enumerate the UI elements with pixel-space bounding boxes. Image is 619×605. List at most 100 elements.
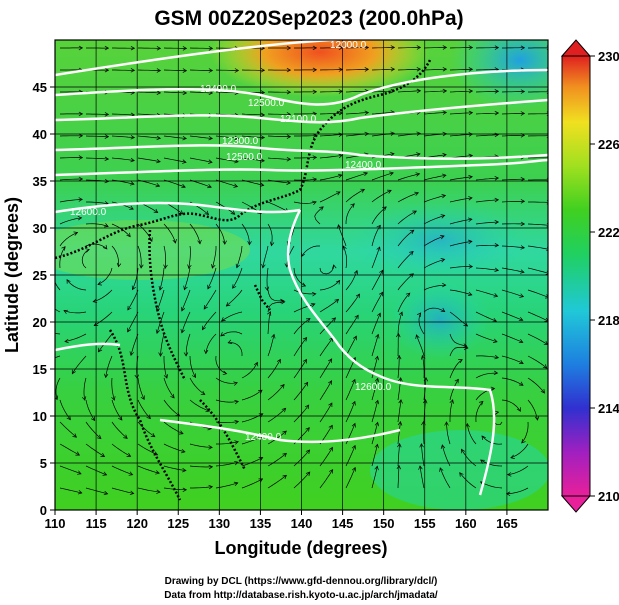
streamline-arrow	[493, 370, 499, 376]
streamline-arrow	[233, 481, 239, 487]
streamline-arrow	[180, 328, 185, 334]
streamline-arrow	[312, 155, 318, 160]
streamline-arrow	[104, 156, 110, 162]
streamline	[345, 68, 369, 71]
streamline-arrow	[208, 90, 214, 96]
streamline	[475, 401, 484, 423]
streamline-arrow	[376, 312, 381, 318]
streamline	[475, 267, 499, 271]
streamline	[215, 461, 239, 467]
streamline-arrow	[208, 46, 214, 51]
streamline	[181, 289, 191, 312]
streamline-arrow	[338, 153, 343, 159]
streamline	[241, 435, 263, 445]
streamline-arrow	[232, 284, 237, 289]
streamline-arrow	[364, 45, 370, 50]
streamline	[137, 245, 142, 269]
streamline-arrow	[269, 241, 275, 247]
streamline-arrow	[310, 302, 316, 308]
streamline-arrow	[354, 314, 359, 320]
streamline-arrow	[100, 452, 106, 457]
streamline-arrow	[111, 396, 116, 401]
streamline-arrow	[409, 229, 415, 234]
contour-label: 12500.0	[226, 152, 263, 163]
streamline-arrow	[440, 258, 446, 263]
streamline	[293, 318, 311, 335]
streamline-arrow	[203, 349, 209, 355]
streamline	[345, 172, 368, 181]
streamline-arrow	[305, 471, 311, 477]
streamline	[293, 359, 307, 379]
streamline-arrow	[542, 364, 548, 369]
y-tick-label: 10	[33, 409, 47, 424]
streamline	[163, 465, 186, 471]
streamline	[527, 399, 538, 421]
streamline	[449, 241, 472, 247]
streamline	[397, 173, 420, 181]
streamline-arrow	[202, 325, 206, 331]
streamline	[501, 377, 524, 386]
streamline	[345, 379, 356, 401]
streamline	[416, 334, 425, 357]
streamline	[241, 223, 250, 245]
streamline-arrow	[389, 171, 394, 176]
streamline-arrow	[545, 294, 548, 299]
streamline	[241, 457, 263, 467]
streamline	[127, 289, 139, 311]
streamline-arrow	[197, 239, 202, 245]
streamline	[294, 135, 317, 137]
streamline	[319, 69, 343, 71]
streamline	[267, 289, 284, 302]
contour-label: 12500.0	[248, 98, 285, 109]
streamline	[83, 377, 87, 401]
streamline	[241, 362, 258, 379]
streamline-arrow	[304, 381, 309, 387]
streamline-arrow	[181, 306, 186, 312]
streamline	[475, 244, 499, 247]
streamline-arrow	[286, 67, 292, 73]
streamline	[189, 399, 210, 412]
streamline-arrow	[75, 451, 81, 456]
streamline-arrow	[281, 407, 287, 413]
streamline	[111, 179, 135, 185]
streamline	[501, 333, 523, 343]
streamline-arrow	[234, 399, 239, 405]
streamline	[205, 333, 217, 354]
streamline	[85, 179, 109, 182]
streamline-arrow	[518, 316, 524, 322]
streamline-arrow	[182, 46, 188, 51]
streamline-arrow	[267, 311, 272, 316]
streamline-arrow	[260, 158, 265, 163]
streamline	[397, 90, 421, 93]
streamline	[267, 359, 281, 379]
streamline-arrow	[286, 112, 292, 117]
y-tick-label: 35	[33, 174, 47, 189]
streamline-arrow	[208, 136, 213, 141]
streamline-arrow	[449, 399, 454, 404]
streamline-arrow	[129, 205, 134, 210]
streamline-arrow	[257, 389, 263, 395]
streamline	[163, 69, 187, 72]
streamline	[55, 332, 61, 335]
streamline	[475, 177, 499, 181]
streamline	[105, 355, 113, 378]
streamline-arrow	[390, 67, 396, 72]
streamline-arrow	[66, 415, 71, 421]
streamline	[55, 355, 61, 358]
streamline-arrow	[440, 214, 446, 219]
streamline-arrow	[233, 183, 239, 188]
streamline	[294, 156, 317, 159]
streamline-arrow	[468, 174, 473, 180]
streamline	[59, 199, 83, 203]
streamline	[189, 465, 213, 468]
streamline-arrow	[353, 269, 359, 275]
streamline	[371, 246, 381, 269]
streamline	[397, 251, 414, 269]
streamline	[111, 487, 134, 494]
streamline-arrow	[331, 317, 337, 322]
streamline	[397, 399, 402, 423]
streamline-arrow	[421, 354, 426, 360]
streamline-arrow	[102, 471, 108, 476]
streamline-arrow	[479, 400, 484, 406]
streamline-arrow	[440, 235, 445, 240]
